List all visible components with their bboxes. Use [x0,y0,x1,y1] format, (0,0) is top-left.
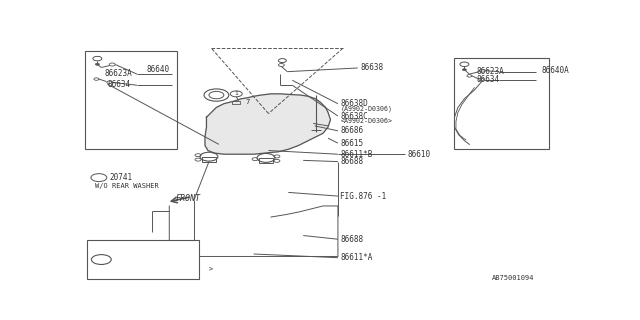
Bar [232,101,240,104]
Text: 86611*B: 86611*B [340,150,372,159]
Circle shape [463,69,467,71]
Bar [454,58,548,149]
Text: AB75001094: AB75001094 [492,275,534,281]
Text: 86634: 86634 [108,80,131,89]
Text: (A9902-D0306): (A9902-D0306) [340,105,392,112]
Text: <A9902-D0306>: <A9902-D0306> [340,118,392,124]
Text: M120061 (9902-0003): M120061 (9902-0003) [117,247,200,253]
Text: 86623A: 86623A [477,67,504,76]
Bar [202,157,216,162]
Circle shape [95,63,99,65]
Text: 86638D: 86638D [340,99,368,108]
Text: 86688: 86688 [340,157,364,166]
Text: W/O REAR WASHER: W/O REAR WASHER [95,183,159,189]
Text: 86634: 86634 [477,75,500,84]
Circle shape [278,64,284,67]
Bar [259,158,273,163]
Text: 86610: 86610 [408,150,431,159]
Text: FRONT: FRONT [175,194,200,203]
Text: 86615: 86615 [340,139,364,148]
Text: 1: 1 [234,91,238,96]
Text: M120113 <0003-       >: M120113 <0003- > [117,266,214,272]
Polygon shape [205,94,330,154]
Text: 86688: 86688 [340,235,364,244]
Bar [88,240,199,279]
Text: 86623A: 86623A [105,69,132,78]
Text: 7: 7 [245,99,250,105]
Text: FIG.876 -1: FIG.876 -1 [340,192,387,201]
Circle shape [467,75,472,77]
Bar [85,51,177,149]
Text: 86611*A: 86611*A [340,253,372,262]
Text: 86640: 86640 [147,65,170,75]
Text: 86640A: 86640A [541,66,569,75]
Text: 20741: 20741 [110,173,133,182]
Text: 86638C: 86638C [340,111,368,121]
Text: 86686: 86686 [340,126,364,135]
Text: 86638: 86638 [360,63,383,72]
Text: 1: 1 [99,255,104,264]
Circle shape [94,78,99,80]
